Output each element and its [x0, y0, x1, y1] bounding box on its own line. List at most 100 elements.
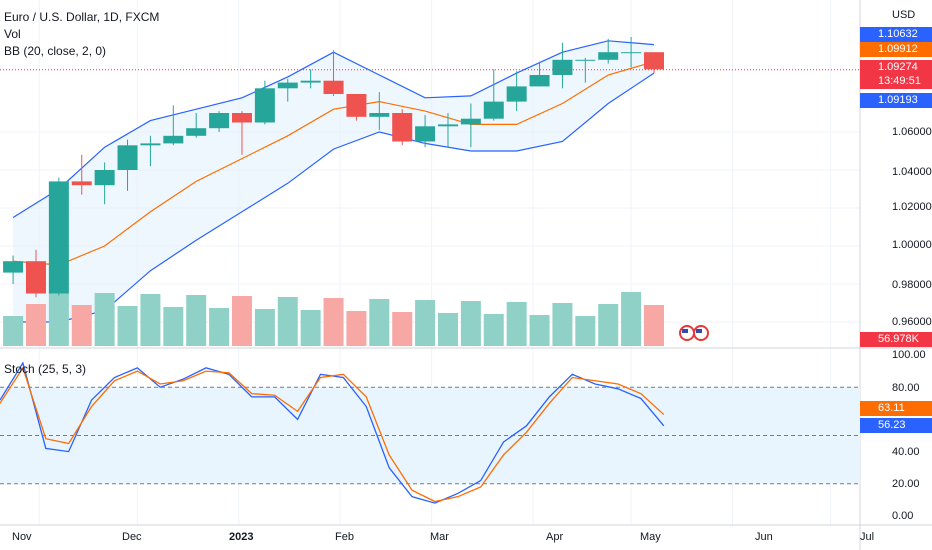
time-tick-label: Feb — [335, 531, 354, 543]
candle-body — [48, 181, 69, 294]
candlesticks — [3, 37, 664, 298]
countdown-badge: 13:49:51 — [860, 74, 932, 89]
candle-body — [71, 181, 92, 186]
price-tick-label: 1.04000 — [892, 166, 932, 178]
volume-bar — [209, 308, 230, 346]
bb-lower-line — [13, 72, 655, 323]
candle-body — [209, 113, 230, 129]
bb-basis-line — [13, 61, 655, 266]
currency-label: USD — [892, 9, 915, 21]
candle-body — [300, 80, 321, 83]
volume-bar — [71, 305, 92, 346]
candle-body — [437, 124, 458, 127]
stoch-tick-label: 20.00 — [892, 478, 920, 490]
volume-bar — [552, 303, 573, 346]
candle-body — [277, 82, 298, 89]
candle-body — [186, 128, 207, 136]
volume-badge: 56.978K — [860, 332, 932, 347]
time-tick-label: Dec — [122, 531, 142, 543]
candle-body — [231, 113, 252, 123]
bb-legend[interactable]: BB (20, close, 2, 0) — [4, 44, 107, 58]
candle-body — [163, 135, 184, 144]
stoch-tick-label: 0.00 — [892, 510, 913, 522]
time-tick-label: Jun — [755, 531, 773, 543]
volume-bar — [346, 311, 367, 346]
candle-body — [552, 59, 573, 75]
event-icons[interactable] — [679, 325, 709, 341]
volume-bar — [415, 300, 436, 346]
volume-bar — [231, 296, 252, 346]
stoch-d-line — [0, 366, 665, 503]
price-tick-label: 0.98000 — [892, 279, 932, 291]
volume-bar — [483, 314, 504, 346]
volume-bar — [117, 306, 138, 346]
volume-bar — [460, 301, 481, 346]
volume-bar — [163, 307, 184, 346]
volume-bar — [643, 305, 664, 346]
stoch-axis[interactable]: 100.00 80.00 40.00 20.00 0.00 — [892, 349, 926, 522]
volume-bar — [598, 304, 619, 346]
volume-bar — [437, 313, 458, 346]
candle-body — [346, 94, 367, 117]
time-tick-label: May — [640, 531, 661, 543]
volume-bar — [186, 295, 207, 346]
candle-body — [140, 143, 161, 146]
candle-body — [117, 145, 138, 170]
price-tick-label: 1.06000 — [892, 126, 932, 138]
price-tick-label: 0.96000 — [892, 316, 932, 328]
volume-bar — [48, 292, 69, 346]
stoch-d-badge: 56.23 — [860, 418, 932, 433]
volume-bar — [277, 297, 298, 346]
volume-bar — [575, 316, 596, 346]
volume-bar — [25, 304, 46, 346]
stoch-tick-label: 80.00 — [892, 382, 920, 394]
volume-bar — [369, 299, 390, 346]
stochastic-pane — [0, 361, 860, 504]
stoch-tick-label: 40.00 — [892, 446, 920, 458]
bb-basis-badge: 1.09912 — [860, 42, 932, 57]
candle-body — [392, 113, 413, 142]
candle-body — [254, 88, 275, 123]
stoch-k-badge: 63.11 — [860, 401, 932, 416]
symbol-title[interactable]: Euro / U.S. Dollar, 1D, FXCM — [4, 10, 160, 24]
volume-bar — [140, 294, 161, 346]
volume-bar — [94, 293, 115, 346]
candle-body — [94, 170, 115, 186]
price-tick-label: 1.02000 — [892, 201, 932, 213]
price-axis[interactable]: 1.06000 1.04000 1.02000 1.00000 0.98000 … — [892, 126, 932, 328]
volume-bar — [254, 309, 275, 346]
time-tick-label: Nov — [12, 531, 32, 543]
candle-body — [598, 52, 619, 60]
vol-legend[interactable]: Vol — [4, 27, 21, 41]
last-price-badge: 1.09274 — [860, 60, 932, 75]
candle-body — [575, 59, 596, 61]
candle-body — [621, 52, 642, 54]
price-tick-label: 1.00000 — [892, 239, 932, 251]
volume-bar — [392, 312, 413, 346]
flag-stripe — [696, 329, 702, 333]
time-tick-label: 2023 — [229, 531, 253, 543]
candle-body — [460, 118, 481, 125]
candle-body — [3, 261, 24, 273]
candle-body — [323, 80, 344, 94]
volume-bar — [300, 310, 321, 346]
candle-body — [483, 101, 504, 119]
stoch-legend[interactable]: Stoch (25, 5, 3) — [4, 362, 87, 376]
bb-lower-badge: 1.09193 — [860, 93, 932, 108]
volume-bar — [529, 315, 550, 346]
candle-body — [529, 75, 550, 87]
candle-body — [415, 126, 436, 142]
time-axis[interactable]: Nov Dec 2023 Feb Mar Apr May Jun Jul — [12, 531, 874, 543]
time-tick-label: Mar — [430, 531, 449, 543]
time-tick-label: Jul — [860, 531, 874, 543]
candle-body — [25, 261, 46, 294]
stoch-tick-label: 100.00 — [892, 349, 926, 361]
volume-bar — [3, 316, 24, 346]
volume-bar — [506, 302, 527, 346]
bb-upper-badge: 1.10632 — [860, 27, 932, 42]
candle-body — [506, 86, 527, 102]
candle-body — [643, 52, 664, 70]
volume-bar — [621, 292, 642, 346]
candle-body — [369, 113, 390, 117]
